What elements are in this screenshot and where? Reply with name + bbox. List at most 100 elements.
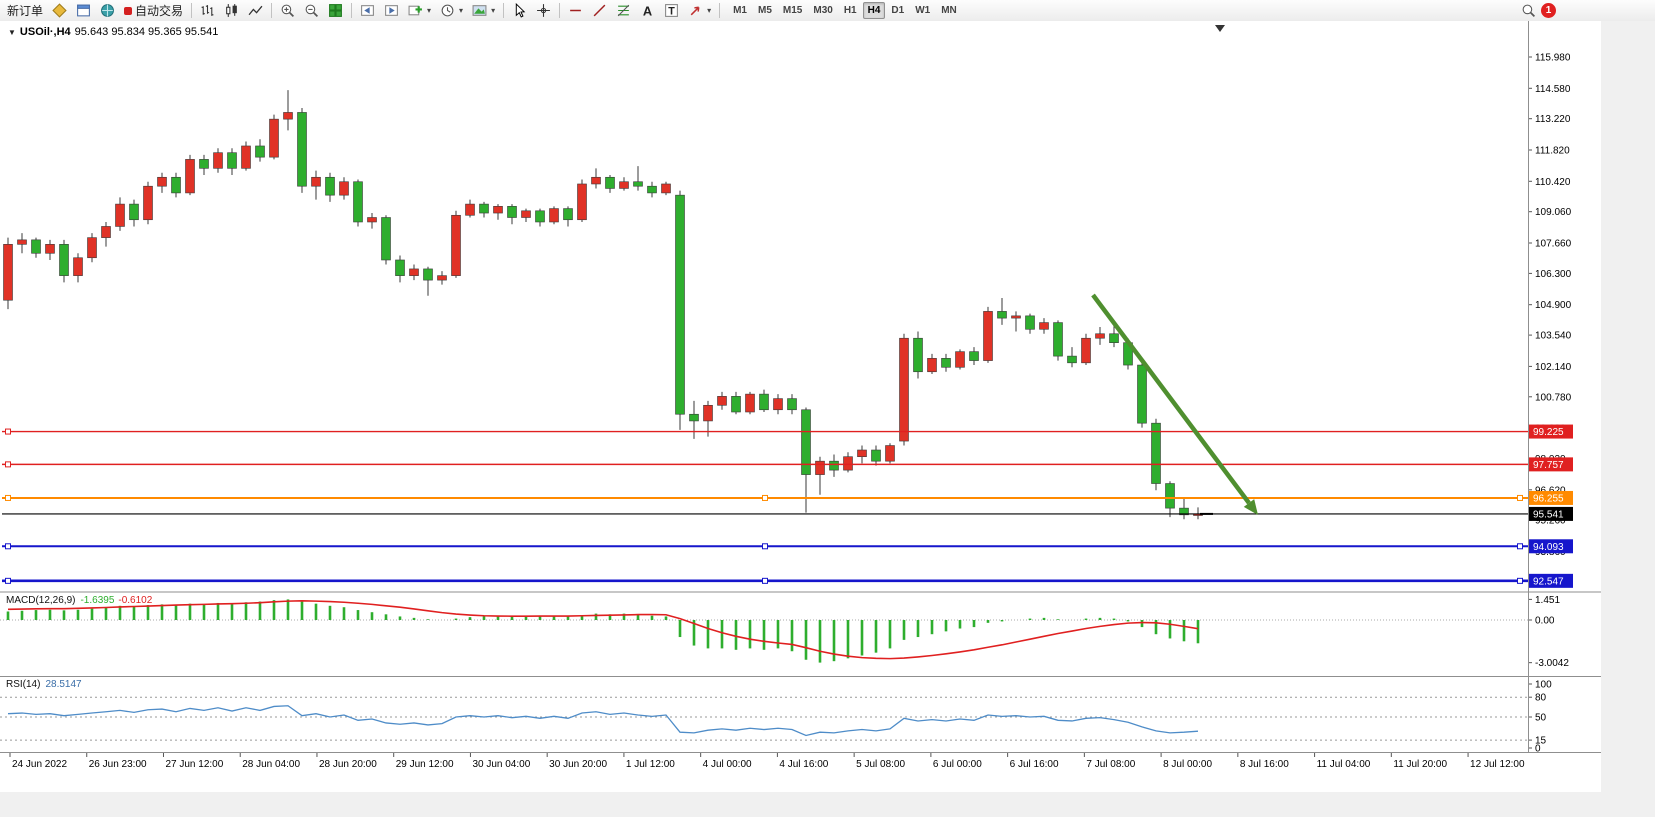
line-handle[interactable]	[1517, 494, 1523, 501]
price-label-box	[1529, 424, 1573, 439]
trend-arrow[interactable]	[1091, 293, 1251, 505]
crosshair-button[interactable]	[532, 2, 555, 20]
svg-text:104.900: 104.900	[1535, 300, 1572, 311]
svg-text:1 Jul 12:00: 1 Jul 12:00	[626, 759, 675, 770]
line-handle[interactable]	[762, 577, 768, 584]
svg-text:5 Jul 08:00: 5 Jul 08:00	[856, 759, 905, 770]
svg-text:29 Jun 12:00: 29 Jun 12:00	[396, 759, 454, 770]
text-label-tool-button[interactable]: T	[660, 2, 683, 20]
tile-windows-button[interactable]	[324, 2, 347, 20]
svg-text:110.420: 110.420	[1535, 177, 1571, 188]
svg-text:7 Jul 08:00: 7 Jul 08:00	[1086, 759, 1135, 770]
line-handle[interactable]	[1517, 577, 1523, 584]
trend-arrow-head	[1243, 499, 1258, 515]
scroll-position-marker	[1215, 25, 1225, 32]
new-chart-button[interactable]: ▾	[404, 2, 435, 20]
timeframe-button-m1[interactable]: M1	[728, 2, 752, 19]
cursor-button[interactable]	[508, 2, 531, 20]
svg-text:30 Jun 20:00: 30 Jun 20:00	[549, 759, 607, 770]
periods-button[interactable]: ▾	[436, 2, 467, 20]
price-label: 97.757	[1533, 460, 1564, 471]
text-tool-button[interactable]: A	[636, 2, 659, 20]
timeframe-button-m30[interactable]: M30	[808, 2, 837, 19]
text-label-icon: T	[665, 4, 679, 17]
line-handle[interactable]	[5, 543, 11, 550]
price-label-box	[1529, 573, 1573, 588]
timeframe-button-h1[interactable]: H1	[839, 2, 862, 19]
arrows-tool-button[interactable]: ▾	[684, 2, 715, 20]
horizontal-line-icon	[570, 9, 581, 12]
chart-next-icon	[385, 5, 398, 16]
chart-next-button[interactable]	[380, 2, 403, 20]
ohlc-values: 95.643 95.834 95.365 95.541	[74, 26, 219, 38]
arrows-icon	[690, 6, 700, 16]
timeframe-button-d1[interactable]: D1	[886, 2, 909, 19]
toolbar-separator	[351, 3, 353, 18]
svg-text:96.620: 96.620	[1535, 485, 1566, 496]
line-handle[interactable]	[5, 428, 11, 435]
price-label: 92.547	[1533, 576, 1564, 587]
svg-text:15: 15	[1535, 736, 1547, 747]
tile-windows-icon	[329, 4, 342, 17]
data-window-button[interactable]	[72, 2, 95, 20]
timeframe-button-m5[interactable]: M5	[753, 2, 777, 19]
svg-text:100.780: 100.780	[1535, 392, 1572, 403]
timeframe-button-h4[interactable]: H4	[862, 2, 886, 19]
price-label-box	[1529, 490, 1573, 505]
candlestick-chart-button[interactable]	[220, 2, 243, 20]
line-chart-button[interactable]	[244, 2, 267, 20]
timeframe-button-mn[interactable]: MN	[936, 2, 962, 19]
new-chart-icon	[408, 5, 422, 16]
line-chart-icon	[248, 5, 263, 16]
line-handle[interactable]	[1517, 543, 1523, 550]
terminal-icon	[101, 4, 114, 17]
svg-text:103.540: 103.540	[1535, 331, 1572, 342]
caret-down-icon: ▾	[459, 5, 464, 15]
svg-text:6 Jul 00:00: 6 Jul 00:00	[933, 759, 982, 770]
svg-text:26 Jun 23:00: 26 Jun 23:00	[89, 759, 147, 770]
line-handle[interactable]	[5, 577, 11, 584]
line-handle[interactable]	[5, 494, 11, 501]
svg-text:6 Jul 16:00: 6 Jul 16:00	[1010, 759, 1059, 770]
line-handle[interactable]	[762, 494, 768, 501]
templates-button[interactable]: ▾	[468, 2, 499, 20]
symbol-name: USOil·,H4	[19, 26, 71, 38]
svg-text:11 Jul 20:00: 11 Jul 20:00	[1393, 759, 1447, 770]
svg-text:28 Jun 20:00: 28 Jun 20:00	[319, 759, 377, 770]
chart-prev-button[interactable]	[356, 2, 379, 20]
chart-window: 115.980 114.580 113.220 111.820 110.420 109.0…	[0, 21, 1655, 817]
macd-histogram	[6, 599, 1200, 663]
trendline-tool-button[interactable]	[588, 2, 611, 20]
new-order-button[interactable]: 新订单	[3, 2, 47, 20]
bar-chart-button[interactable]	[196, 2, 219, 20]
timeframe-button-w1[interactable]: W1	[910, 2, 935, 19]
svg-text:12 Jul 12:00: 12 Jul 12:00	[1470, 759, 1525, 770]
svg-text:102.140: 102.140	[1535, 362, 1572, 373]
collapse-icon[interactable]: ▼	[8, 27, 16, 37]
auto-trading-button[interactable]: 自动交易	[120, 2, 187, 20]
line-handle[interactable]	[762, 543, 768, 550]
svg-text:T: T	[668, 5, 675, 17]
toolbar: 新订单 自动交易	[0, 0, 1655, 22]
macd-signal-line	[7, 600, 1199, 660]
line-handle[interactable]	[5, 461, 11, 468]
terminal-button[interactable]	[96, 2, 119, 20]
chart-canvas[interactable]: 115.980 114.580 113.220 111.820 110.420 109.0…	[0, 21, 1655, 817]
search-button[interactable]	[1517, 2, 1540, 20]
svg-text:106.300: 106.300	[1535, 269, 1572, 280]
zoom-out-button[interactable]	[300, 2, 323, 20]
caret-down-icon: ▾	[427, 5, 432, 15]
fibonacci-tool-button[interactable]	[612, 2, 635, 20]
toolbar-separator	[271, 3, 273, 18]
zoom-in-button[interactable]	[276, 2, 299, 20]
svg-text:24 Jun 2022: 24 Jun 2022	[12, 759, 67, 770]
timeframe-group: M1 M5 M15 M30 H1 H4 D1 W1 MN	[728, 2, 962, 19]
market-watch-button[interactable]	[48, 2, 71, 20]
notification-badge[interactable]: 1	[1541, 3, 1556, 18]
timeframe-button-m15[interactable]: M15	[778, 2, 807, 19]
auto-trading-label: 自动交易	[135, 4, 184, 18]
horizontal-line-tool-button[interactable]	[564, 2, 587, 20]
svg-text:100: 100	[1535, 680, 1552, 691]
zoom-in-icon	[281, 4, 295, 17]
